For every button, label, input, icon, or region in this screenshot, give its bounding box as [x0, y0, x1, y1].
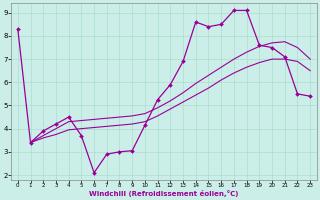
X-axis label: Windchill (Refroidissement éolien,°C): Windchill (Refroidissement éolien,°C) [89, 190, 239, 197]
